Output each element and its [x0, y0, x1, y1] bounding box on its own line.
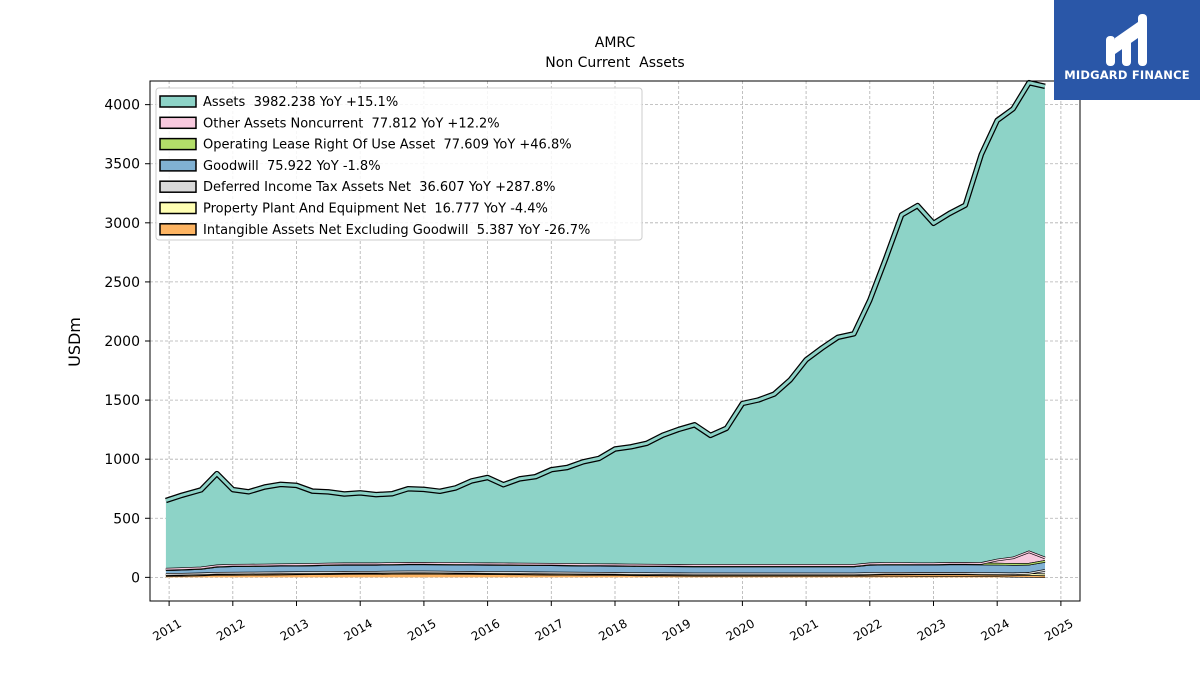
area-assets — [165, 82, 1045, 570]
y-tick-label: 0 — [131, 570, 140, 586]
x-tick-label: 2025 — [1042, 616, 1075, 643]
x-tick-label: 2018 — [596, 616, 629, 643]
legend-label-other: Other Assets Noncurrent 77.812 YoY +12.2… — [203, 116, 500, 131]
legend-label-assets: Assets 3982.238 YoY +15.1% — [203, 95, 398, 110]
x-tick-label: 2019 — [660, 616, 693, 643]
x-tick-label: 2016 — [469, 616, 502, 643]
brand-name: MIDGARD FINANCE — [1064, 68, 1190, 82]
legend-swatch-other — [159, 116, 197, 130]
legend-label-lease: Operating Lease Right Of Use Asset 77.60… — [203, 138, 572, 153]
x-tick-label: 2022 — [851, 616, 884, 643]
legend-swatch-lease — [159, 137, 197, 151]
legend: Assets 3982.238 YoY +15.1% Other Assets N… — [155, 87, 643, 241]
line-other — [165, 551, 1046, 570]
y-tick-label: 1000 — [104, 452, 140, 468]
legend-label-deferred: Deferred Income Tax Assets Net 36.607 Yo… — [203, 180, 556, 195]
x-tick-label: 2021 — [787, 616, 820, 643]
y-tick-label: 2000 — [104, 334, 140, 350]
legend-swatch-goodwill — [159, 159, 197, 172]
x-tick-label: 2014 — [341, 616, 374, 643]
line-assets — [165, 81, 1046, 502]
x-tick-label: 2017 — [533, 616, 566, 643]
line-deferred — [165, 569, 1046, 575]
legend-swatch-intangible — [159, 223, 197, 236]
y-axis-label: USDm — [65, 317, 84, 367]
x-tick-label: 2011 — [150, 616, 183, 643]
x-tick-label: 2012 — [214, 616, 247, 643]
legend-swatch-ppe — [159, 201, 197, 215]
x-tick-label: 2015 — [405, 616, 438, 643]
x-tick-label: 2024 — [978, 616, 1011, 643]
y-tick-label: 4000 — [104, 98, 140, 114]
brand-logo: MIDGARD FINANCE — [1054, 0, 1200, 100]
y-tick-label: 1500 — [104, 393, 140, 409]
legend-box — [155, 87, 643, 241]
chart-title: AMRC — [595, 35, 636, 51]
y-tick-label: 2500 — [104, 275, 140, 291]
brand-mark-icon — [1106, 14, 1147, 66]
x-tick-label: 2023 — [915, 616, 948, 643]
legend-label-intangible: Intangible Assets Net Excluding Goodwill… — [203, 223, 590, 238]
legend-swatch-deferred — [159, 180, 197, 193]
plot-areas — [165, 79, 1046, 579]
x-tick-label: 2013 — [278, 616, 311, 643]
y-tick-label: 3000 — [104, 216, 140, 232]
x-tick-label: 2020 — [724, 616, 757, 643]
chart-subtitle: Non Current Assets — [545, 55, 684, 71]
y-tick-label: 3500 — [104, 157, 140, 173]
legend-swatch-assets — [159, 95, 197, 108]
y-tick-label: 500 — [113, 511, 140, 527]
legend-label-ppe: Property Plant And Equipment Net 16.777 … — [203, 202, 548, 217]
legend-label-goodwill: Goodwill 75.922 YoY -1.8% — [203, 159, 381, 174]
